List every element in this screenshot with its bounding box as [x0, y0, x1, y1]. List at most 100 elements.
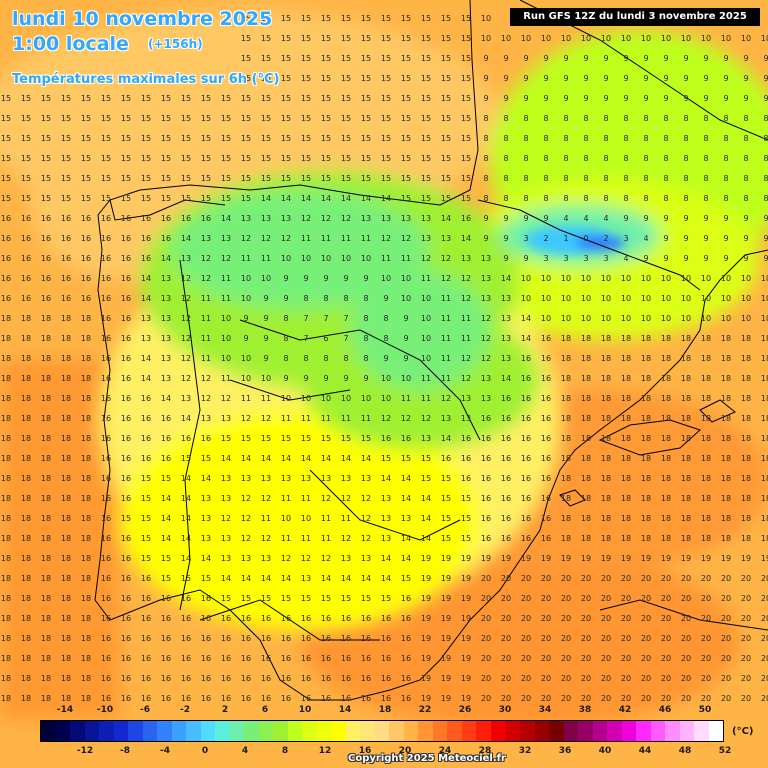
grid-value: 16 — [240, 674, 252, 683]
grid-value: 7 — [343, 334, 349, 343]
grid-value: 8 — [483, 194, 489, 203]
grid-value: 15 — [340, 14, 352, 23]
grid-value: 18 — [20, 454, 32, 463]
grid-value: 16 — [360, 614, 372, 623]
grid-value: 15 — [0, 194, 12, 203]
grid-value: 4 — [563, 214, 569, 223]
legend-swatch — [157, 721, 172, 741]
grid-value: 15 — [460, 194, 472, 203]
grid-value: 10 — [240, 374, 252, 383]
grid-value: 13 — [380, 514, 392, 523]
grid-value: 8 — [703, 114, 709, 123]
grid-value: 18 — [600, 514, 612, 523]
grid-value: 10 — [680, 294, 692, 303]
grid-value: 18 — [720, 334, 732, 343]
grid-value: 20 — [560, 574, 572, 583]
grid-value: 8 — [363, 354, 369, 363]
grid-value: 9 — [403, 334, 409, 343]
grid-value: 18 — [720, 534, 732, 543]
grid-value: 16 — [100, 674, 112, 683]
grid-value: 8 — [683, 114, 689, 123]
grid-value: 20 — [600, 694, 612, 703]
grid-value: 19 — [440, 634, 452, 643]
grid-value: 18 — [60, 314, 72, 323]
grid-value: 16 — [40, 294, 52, 303]
grid-value: 15 — [180, 574, 192, 583]
grid-value: 15 — [140, 114, 152, 123]
grid-value: 13 — [220, 554, 232, 563]
grid-value: 15 — [300, 34, 312, 43]
grid-value: 16 — [220, 674, 232, 683]
grid-value: 10 — [360, 254, 372, 263]
legend-swatch — [229, 721, 245, 741]
grid-value: 15 — [280, 94, 292, 103]
grid-value: 10 — [760, 294, 768, 303]
grid-value: 10 — [560, 34, 572, 43]
grid-value: 18 — [0, 354, 12, 363]
grid-value: 14 — [440, 434, 452, 443]
grid-value: 9 — [683, 254, 689, 263]
grid-value: 15 — [440, 534, 452, 543]
grid-value: 18 — [40, 594, 52, 603]
grid-value: 10 — [680, 314, 692, 323]
grid-value: 13 — [220, 534, 232, 543]
grid-value: 16 — [360, 634, 372, 643]
grid-value: 16 — [300, 614, 312, 623]
grid-value: 18 — [560, 394, 572, 403]
grid-value: 9 — [703, 54, 709, 63]
grid-value: 15 — [160, 574, 172, 583]
grid-value: 9 — [763, 54, 768, 63]
grid-value: 15 — [400, 174, 412, 183]
grid-value: 10 — [620, 34, 632, 43]
grid-value: 16 — [200, 214, 212, 223]
grid-value: 20 — [700, 694, 712, 703]
grid-value: 20 — [520, 594, 532, 603]
grid-value: 11 — [420, 374, 432, 383]
grid-value: 8 — [603, 194, 609, 203]
grid-value: 16 — [140, 614, 152, 623]
grid-value: 19 — [460, 554, 472, 563]
grid-value: 15 — [400, 54, 412, 63]
grid-value: 13 — [400, 514, 412, 523]
grid-value: 16 — [80, 254, 92, 263]
grid-value: 14 — [200, 474, 212, 483]
grid-value: 9 — [403, 354, 409, 363]
grid-value: 15 — [220, 194, 232, 203]
grid-value: 20 — [700, 594, 712, 603]
grid-value: 16 — [0, 214, 12, 223]
grid-value: 13 — [420, 234, 432, 243]
grid-value: 15 — [260, 94, 272, 103]
grid-value: 15 — [260, 594, 272, 603]
grid-value: 16 — [220, 634, 232, 643]
grid-value: 10 — [720, 274, 732, 283]
grid-value: 14 — [340, 454, 352, 463]
grid-value: 18 — [560, 514, 572, 523]
grid-value: 19 — [420, 654, 432, 663]
grid-value: 16 — [100, 494, 112, 503]
grid-value: 9 — [483, 94, 489, 103]
grid-value: 8 — [483, 134, 489, 143]
grid-value: 20 — [600, 654, 612, 663]
grid-value: 9 — [343, 374, 349, 383]
grid-value: 20 — [640, 694, 652, 703]
grid-value: 13 — [240, 554, 252, 563]
grid-value: 16 — [200, 654, 212, 663]
grid-value: 15 — [320, 54, 332, 63]
grid-value: 20 — [600, 614, 612, 623]
grid-value: 15 — [440, 494, 452, 503]
grid-value: 3 — [583, 254, 589, 263]
grid-value: 15 — [440, 134, 452, 143]
grid-value: 15 — [420, 74, 432, 83]
grid-value: 15 — [380, 74, 392, 83]
grid-value: 15 — [240, 74, 252, 83]
grid-value: 15 — [320, 94, 332, 103]
grid-value: 15 — [160, 114, 172, 123]
grid-value: 20 — [720, 694, 732, 703]
grid-value: 16 — [100, 354, 112, 363]
grid-value: 15 — [240, 54, 252, 63]
grid-value: 16 — [140, 414, 152, 423]
grid-value: 16 — [100, 414, 112, 423]
grid-value: 9 — [743, 94, 749, 103]
grid-value: 15 — [300, 94, 312, 103]
grid-value: 20 — [480, 594, 492, 603]
